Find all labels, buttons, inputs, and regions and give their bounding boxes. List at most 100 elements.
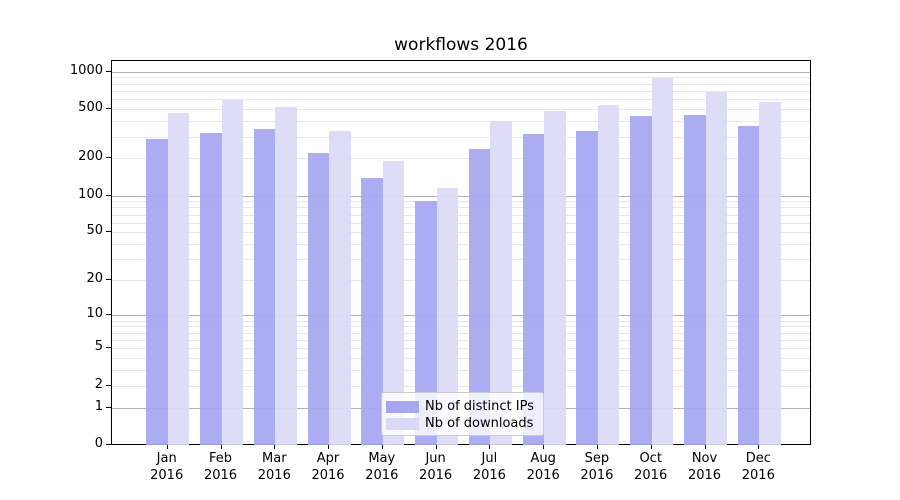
minor-gridline <box>112 232 810 234</box>
bar-ips-jun <box>415 201 437 445</box>
y-tick-label: 10 <box>86 306 103 322</box>
x-tick-label: Sep 2016 <box>580 451 614 483</box>
minor-gridline <box>112 326 810 328</box>
bar-downloads-dec <box>759 102 781 445</box>
y-tick <box>106 314 111 316</box>
y-tick <box>106 406 111 408</box>
minor-gridline <box>112 348 810 350</box>
x-tick-label: May 2016 <box>365 451 399 483</box>
minor-gridline <box>112 332 810 334</box>
minor-gridline <box>112 244 810 246</box>
x-tick-label: Nov 2016 <box>687 451 722 483</box>
x-tick-label: Apr 2016 <box>311 451 345 483</box>
y-tick <box>106 231 111 233</box>
y-tick-label: 50 <box>86 223 103 239</box>
bar-ips-jul <box>468 149 491 445</box>
x-tick-label: Jul 2016 <box>472 451 506 483</box>
x-tick <box>543 445 545 449</box>
x-tick-label: Mar 2016 <box>257 451 291 483</box>
minor-gridline <box>112 99 810 101</box>
legend-label-downloads: Nb of downloads <box>425 416 534 431</box>
y-tick-label: 2 <box>94 376 103 392</box>
x-tick <box>650 445 652 449</box>
x-tick-label: Jan 2016 <box>150 451 184 483</box>
x-tick-label: Oct 2016 <box>634 451 668 483</box>
minor-gridline <box>112 339 810 341</box>
minor-gridline <box>112 83 810 85</box>
minor-gridline <box>112 121 810 122</box>
x-tick <box>328 445 329 449</box>
major-gridline <box>112 71 810 73</box>
y-tick-label: 1000 <box>69 62 103 78</box>
bar-ips-aug <box>522 134 545 445</box>
legend-item-downloads: Nb of downloads <box>386 415 539 432</box>
y-tick-label: 5 <box>94 339 103 355</box>
y-tick <box>106 107 111 109</box>
x-tick <box>220 445 222 449</box>
bar-ips-feb <box>200 133 222 445</box>
y-tick <box>106 279 111 281</box>
minor-gridline <box>112 158 810 160</box>
bar-ips-sep <box>576 131 598 445</box>
minor-gridline <box>112 214 810 216</box>
minor-gridline <box>112 370 810 372</box>
bar-downloads-nov <box>705 92 727 445</box>
legend-item-distinct-ips: Nb of distinct IPs <box>386 398 539 415</box>
x-tick-label: Jun 2016 <box>419 451 453 483</box>
bar-downloads-jan <box>167 112 190 445</box>
minor-gridline <box>112 358 810 359</box>
bar-downloads-oct <box>651 78 674 445</box>
y-tick <box>106 70 111 72</box>
y-tick <box>106 347 111 349</box>
y-tick-label: 200 <box>78 149 103 165</box>
y-tick <box>106 444 111 445</box>
y-tick-label: 20 <box>86 271 103 287</box>
y-tick <box>106 384 111 386</box>
minor-gridline <box>112 280 810 282</box>
bar-ips-apr <box>307 153 329 445</box>
x-tick-label: Feb 2016 <box>203 451 238 483</box>
minor-gridline <box>112 108 810 110</box>
bar-downloads-jul <box>490 121 512 445</box>
major-gridline <box>112 315 810 317</box>
plot-area <box>111 60 811 445</box>
minor-gridline <box>112 90 810 92</box>
bar-ips-dec <box>737 125 760 445</box>
y-tick-label: 500 <box>78 99 103 115</box>
bar-ips-nov <box>684 115 706 445</box>
minor-gridline <box>112 201 810 203</box>
minor-gridline <box>112 207 810 209</box>
major-gridline <box>112 195 810 197</box>
x-tick <box>489 445 491 449</box>
legend-swatch-distinct-ips <box>386 400 419 413</box>
minor-gridline <box>112 77 810 79</box>
y-tick-label: 1 <box>94 398 103 414</box>
bar-downloads-feb <box>221 99 243 445</box>
x-tick-label: Dec 2016 <box>741 451 775 483</box>
minor-gridline <box>112 259 810 261</box>
minor-gridline <box>112 222 810 224</box>
minor-gridline <box>112 136 810 138</box>
minor-gridline <box>112 320 810 322</box>
bar-downloads-may <box>382 161 405 445</box>
bar-downloads-sep <box>597 105 620 445</box>
y-tick <box>106 157 111 159</box>
x-tick <box>274 445 276 449</box>
bar-ips-mar <box>253 128 276 445</box>
chart-title: workflows 2016 <box>394 35 528 55</box>
bar-ips-jan <box>146 139 168 445</box>
x-tick <box>381 445 383 449</box>
bar-downloads-apr <box>329 131 351 445</box>
y-tick-label: 0 <box>94 436 103 451</box>
legend-swatch-downloads <box>386 417 419 430</box>
bar-ips-may <box>361 177 383 445</box>
x-tick <box>435 445 437 449</box>
legend-label-distinct-ips: Nb of distinct IPs <box>425 399 534 414</box>
bar-downloads-mar <box>275 106 297 445</box>
x-tick <box>596 445 598 449</box>
x-tick <box>758 445 760 449</box>
bar-downloads-aug <box>544 111 566 445</box>
minor-gridline <box>112 385 810 387</box>
bar-ips-oct <box>630 116 652 445</box>
